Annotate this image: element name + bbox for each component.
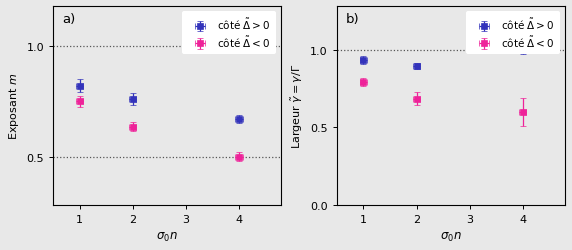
X-axis label: $\sigma_0 n$: $\sigma_0 n$ xyxy=(440,230,462,243)
Y-axis label: Exposant $m$: Exposant $m$ xyxy=(7,73,21,140)
Legend: côté $\tilde{\Delta} > 0$, côté $\tilde{\Delta} < 0$: côté $\tilde{\Delta} > 0$, côté $\tilde{… xyxy=(182,12,276,55)
X-axis label: $\sigma_0 n$: $\sigma_0 n$ xyxy=(156,230,178,243)
Text: a): a) xyxy=(62,13,76,26)
Legend: côté $\tilde{\Delta} > 0$, côté $\tilde{\Delta} < 0$: côté $\tilde{\Delta} > 0$, côté $\tilde{… xyxy=(466,12,560,55)
Y-axis label: Largeur $\tilde{\gamma} = \gamma/\Gamma$: Largeur $\tilde{\gamma} = \gamma/\Gamma$ xyxy=(289,64,305,149)
Text: b): b) xyxy=(346,13,360,26)
